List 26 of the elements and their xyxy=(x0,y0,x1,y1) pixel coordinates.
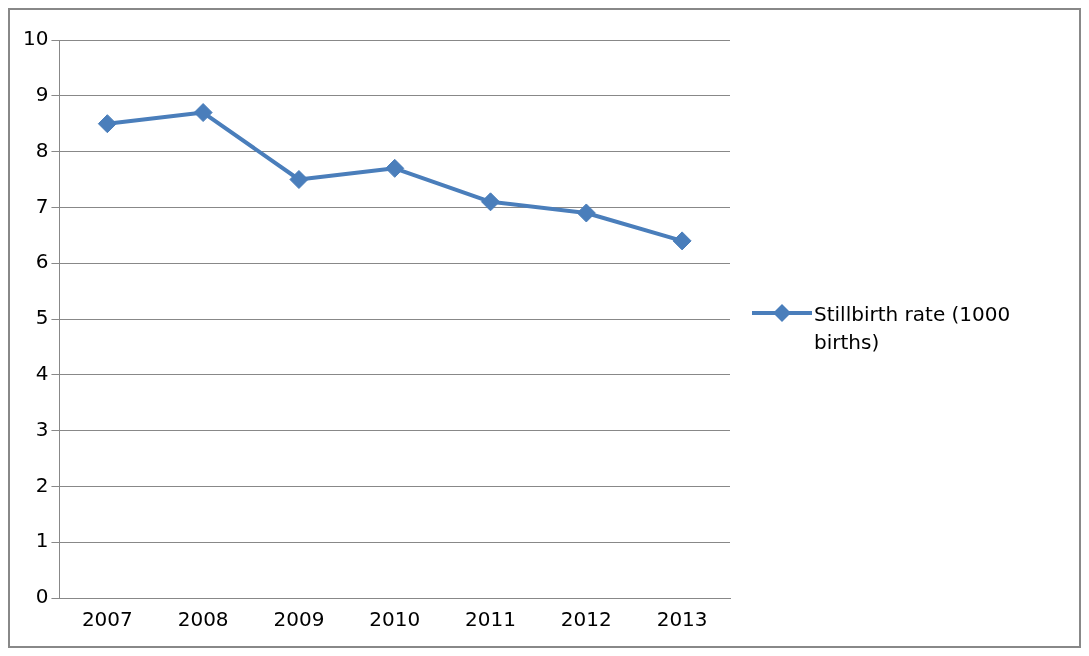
y-tick-label: 7 xyxy=(35,193,49,218)
point xyxy=(97,114,117,134)
x-tick-label: 2013 xyxy=(656,607,708,632)
point xyxy=(193,103,213,123)
y-tick-label: 10 xyxy=(23,26,49,51)
y-tick-label: 4 xyxy=(35,361,49,385)
y-tick-label: 1 xyxy=(35,528,49,553)
y-tick-label: 9 xyxy=(35,82,49,106)
point xyxy=(289,170,309,189)
point xyxy=(385,158,405,178)
y-tick-label: 6 xyxy=(35,249,49,274)
legend-label: Stillbirth rate (1000 births) xyxy=(814,301,1012,356)
point xyxy=(481,192,501,212)
point xyxy=(576,203,596,223)
x-tick-label: 2012 xyxy=(560,607,612,632)
y-tick-label: 8 xyxy=(35,137,49,162)
y-tick-label: 3 xyxy=(35,416,49,441)
x-tick-label: 2007 xyxy=(81,607,133,632)
x-tick-label: 2010 xyxy=(369,607,421,632)
y-tick-label: 2 xyxy=(35,472,49,497)
x-tick-label: 2009 xyxy=(273,607,325,632)
x-tick-label: 2008 xyxy=(177,607,229,632)
y-tick-label: 0 xyxy=(35,584,49,609)
y-tick-label: 5 xyxy=(35,305,49,330)
point xyxy=(672,231,692,251)
x-tick-label: 2011 xyxy=(465,607,516,632)
